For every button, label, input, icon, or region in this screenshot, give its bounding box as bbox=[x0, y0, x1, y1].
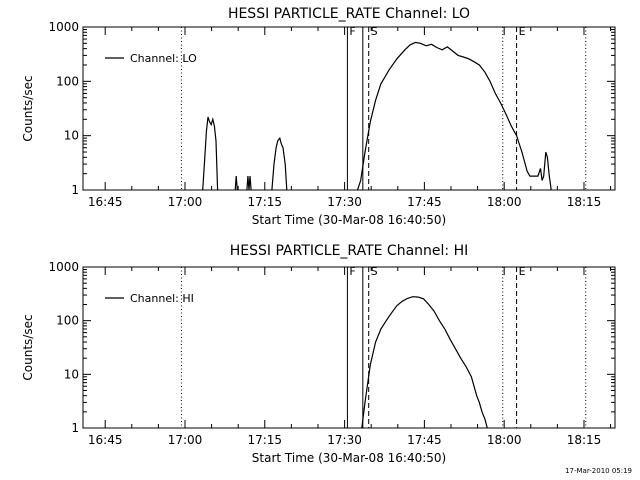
y-axis-label: Counts/sec bbox=[21, 75, 35, 141]
event-marker-label: E bbox=[519, 265, 526, 278]
x-tick-label: 17:00 bbox=[168, 433, 203, 447]
series-line bbox=[361, 296, 488, 428]
plot-frame bbox=[82, 266, 616, 429]
y-tick-label: 1000 bbox=[48, 20, 79, 34]
y-axis-label: Counts/sec bbox=[21, 314, 35, 380]
chart-title: HESSI PARTICLE_RATE Channel: HI bbox=[230, 243, 468, 259]
event-marker-label: F bbox=[349, 25, 355, 38]
chart-title: HESSI PARTICLE_RATE Channel: LO bbox=[228, 6, 470, 22]
event-marker-label: S bbox=[371, 265, 378, 278]
panel-1: HESSI PARTICLE_RATE Channel: LO Start Tim… bbox=[21, 6, 616, 227]
x-tick-label: 16:45 bbox=[88, 195, 123, 209]
event-marker-label: E bbox=[519, 25, 526, 38]
x-tick-label: 17:30 bbox=[327, 195, 362, 209]
x-axis-label: Start Time (30-Mar-08 16:40:50) bbox=[252, 213, 446, 227]
x-tick-label: 17:15 bbox=[247, 433, 282, 447]
y-tick-label: 100 bbox=[56, 74, 79, 88]
y-tick-label: 10 bbox=[64, 129, 79, 143]
series-line bbox=[234, 176, 238, 190]
x-axis-label: Start Time (30-Mar-08 16:40:50) bbox=[252, 451, 446, 465]
data-layer bbox=[202, 41, 552, 190]
x-tick-label: 17:00 bbox=[168, 195, 203, 209]
x-tick-label: 16:45 bbox=[88, 433, 123, 447]
data-layer bbox=[361, 296, 488, 428]
series-line bbox=[202, 116, 219, 190]
series-line bbox=[246, 176, 252, 190]
y-tick-label: 1000 bbox=[48, 260, 79, 274]
print-timestamp: 17-Mar-2010 05:19 bbox=[565, 467, 632, 475]
x-tick-label: 17:45 bbox=[407, 433, 442, 447]
legend-label: Channel: LO bbox=[130, 52, 197, 65]
x-tick-label: 17:30 bbox=[327, 433, 362, 447]
panel-2: HESSI PARTICLE_RATE Channel: HI Start Tim… bbox=[21, 243, 616, 465]
x-tick-label: 18:15 bbox=[567, 195, 602, 209]
event-marker-label: S bbox=[371, 25, 378, 38]
x-tick-label: 18:15 bbox=[567, 433, 602, 447]
series-line bbox=[271, 136, 288, 190]
series-line bbox=[356, 41, 552, 190]
x-tick-label: 18:00 bbox=[487, 195, 522, 209]
y-tick-label: 100 bbox=[56, 314, 79, 328]
plot-frame bbox=[82, 26, 616, 191]
y-tick-label: 1 bbox=[71, 421, 79, 435]
event-marker-label: F bbox=[349, 265, 355, 278]
x-tick-label: 17:45 bbox=[407, 195, 442, 209]
y-tick-label: 1 bbox=[71, 183, 79, 197]
x-tick-label: 18:00 bbox=[487, 433, 522, 447]
y-tick-label: 10 bbox=[64, 367, 79, 381]
x-tick-label: 17:15 bbox=[247, 195, 282, 209]
legend-label: Channel: HI bbox=[130, 292, 194, 305]
